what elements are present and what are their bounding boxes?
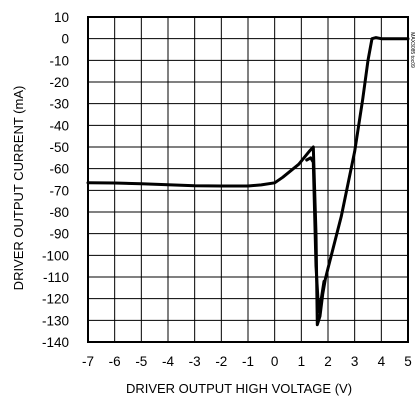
x-tick-label: -7 xyxy=(82,354,94,369)
series-line-0 xyxy=(86,36,410,327)
y-tick-label: -10 xyxy=(49,53,69,68)
y-tick-label: -110 xyxy=(43,270,69,285)
x-tick-label: -5 xyxy=(135,354,147,369)
y-tick-label: -70 xyxy=(49,183,69,198)
x-tick-label: -6 xyxy=(109,354,121,369)
y-tick-label: -100 xyxy=(42,248,69,263)
plot-frame xyxy=(87,16,409,343)
y-tick-label: -50 xyxy=(49,140,69,155)
x-tick-label: -3 xyxy=(189,354,201,369)
y-tick-label: 10 xyxy=(54,10,69,25)
y-tick-label: -80 xyxy=(49,205,69,220)
x-tick-label: 5 xyxy=(404,354,412,369)
x-tick-label: -4 xyxy=(162,354,174,369)
x-tick-label: 3 xyxy=(351,354,359,369)
y-tick-label: -90 xyxy=(49,227,69,242)
x-tick-label: 2 xyxy=(324,354,332,369)
watermark-label: MAX3085 toc09 xyxy=(409,32,415,68)
x-tick-label: 0 xyxy=(271,354,279,369)
x-tick-label: 4 xyxy=(378,354,386,369)
y-tick-label: -20 xyxy=(49,75,69,90)
y-tick-label: 0 xyxy=(61,32,69,47)
y-tick-label: -130 xyxy=(42,313,69,328)
series-line-1 xyxy=(305,156,326,314)
x-tick-label: 1 xyxy=(298,354,306,369)
y-axis-title: DRIVER OUTPUT CURRENT (mA) xyxy=(11,86,26,291)
x-tick-label: -1 xyxy=(242,354,254,369)
y-tick-label: -60 xyxy=(49,162,69,177)
y-tick-label: -140 xyxy=(42,335,69,350)
y-tick-label: -40 xyxy=(49,118,69,133)
y-tick-label: -120 xyxy=(42,292,69,307)
y-tick-label: -30 xyxy=(49,97,69,112)
x-tick-label: -2 xyxy=(215,354,227,369)
x-axis-title: DRIVER OUTPUT HIGH VOLTAGE (V) xyxy=(126,381,352,396)
